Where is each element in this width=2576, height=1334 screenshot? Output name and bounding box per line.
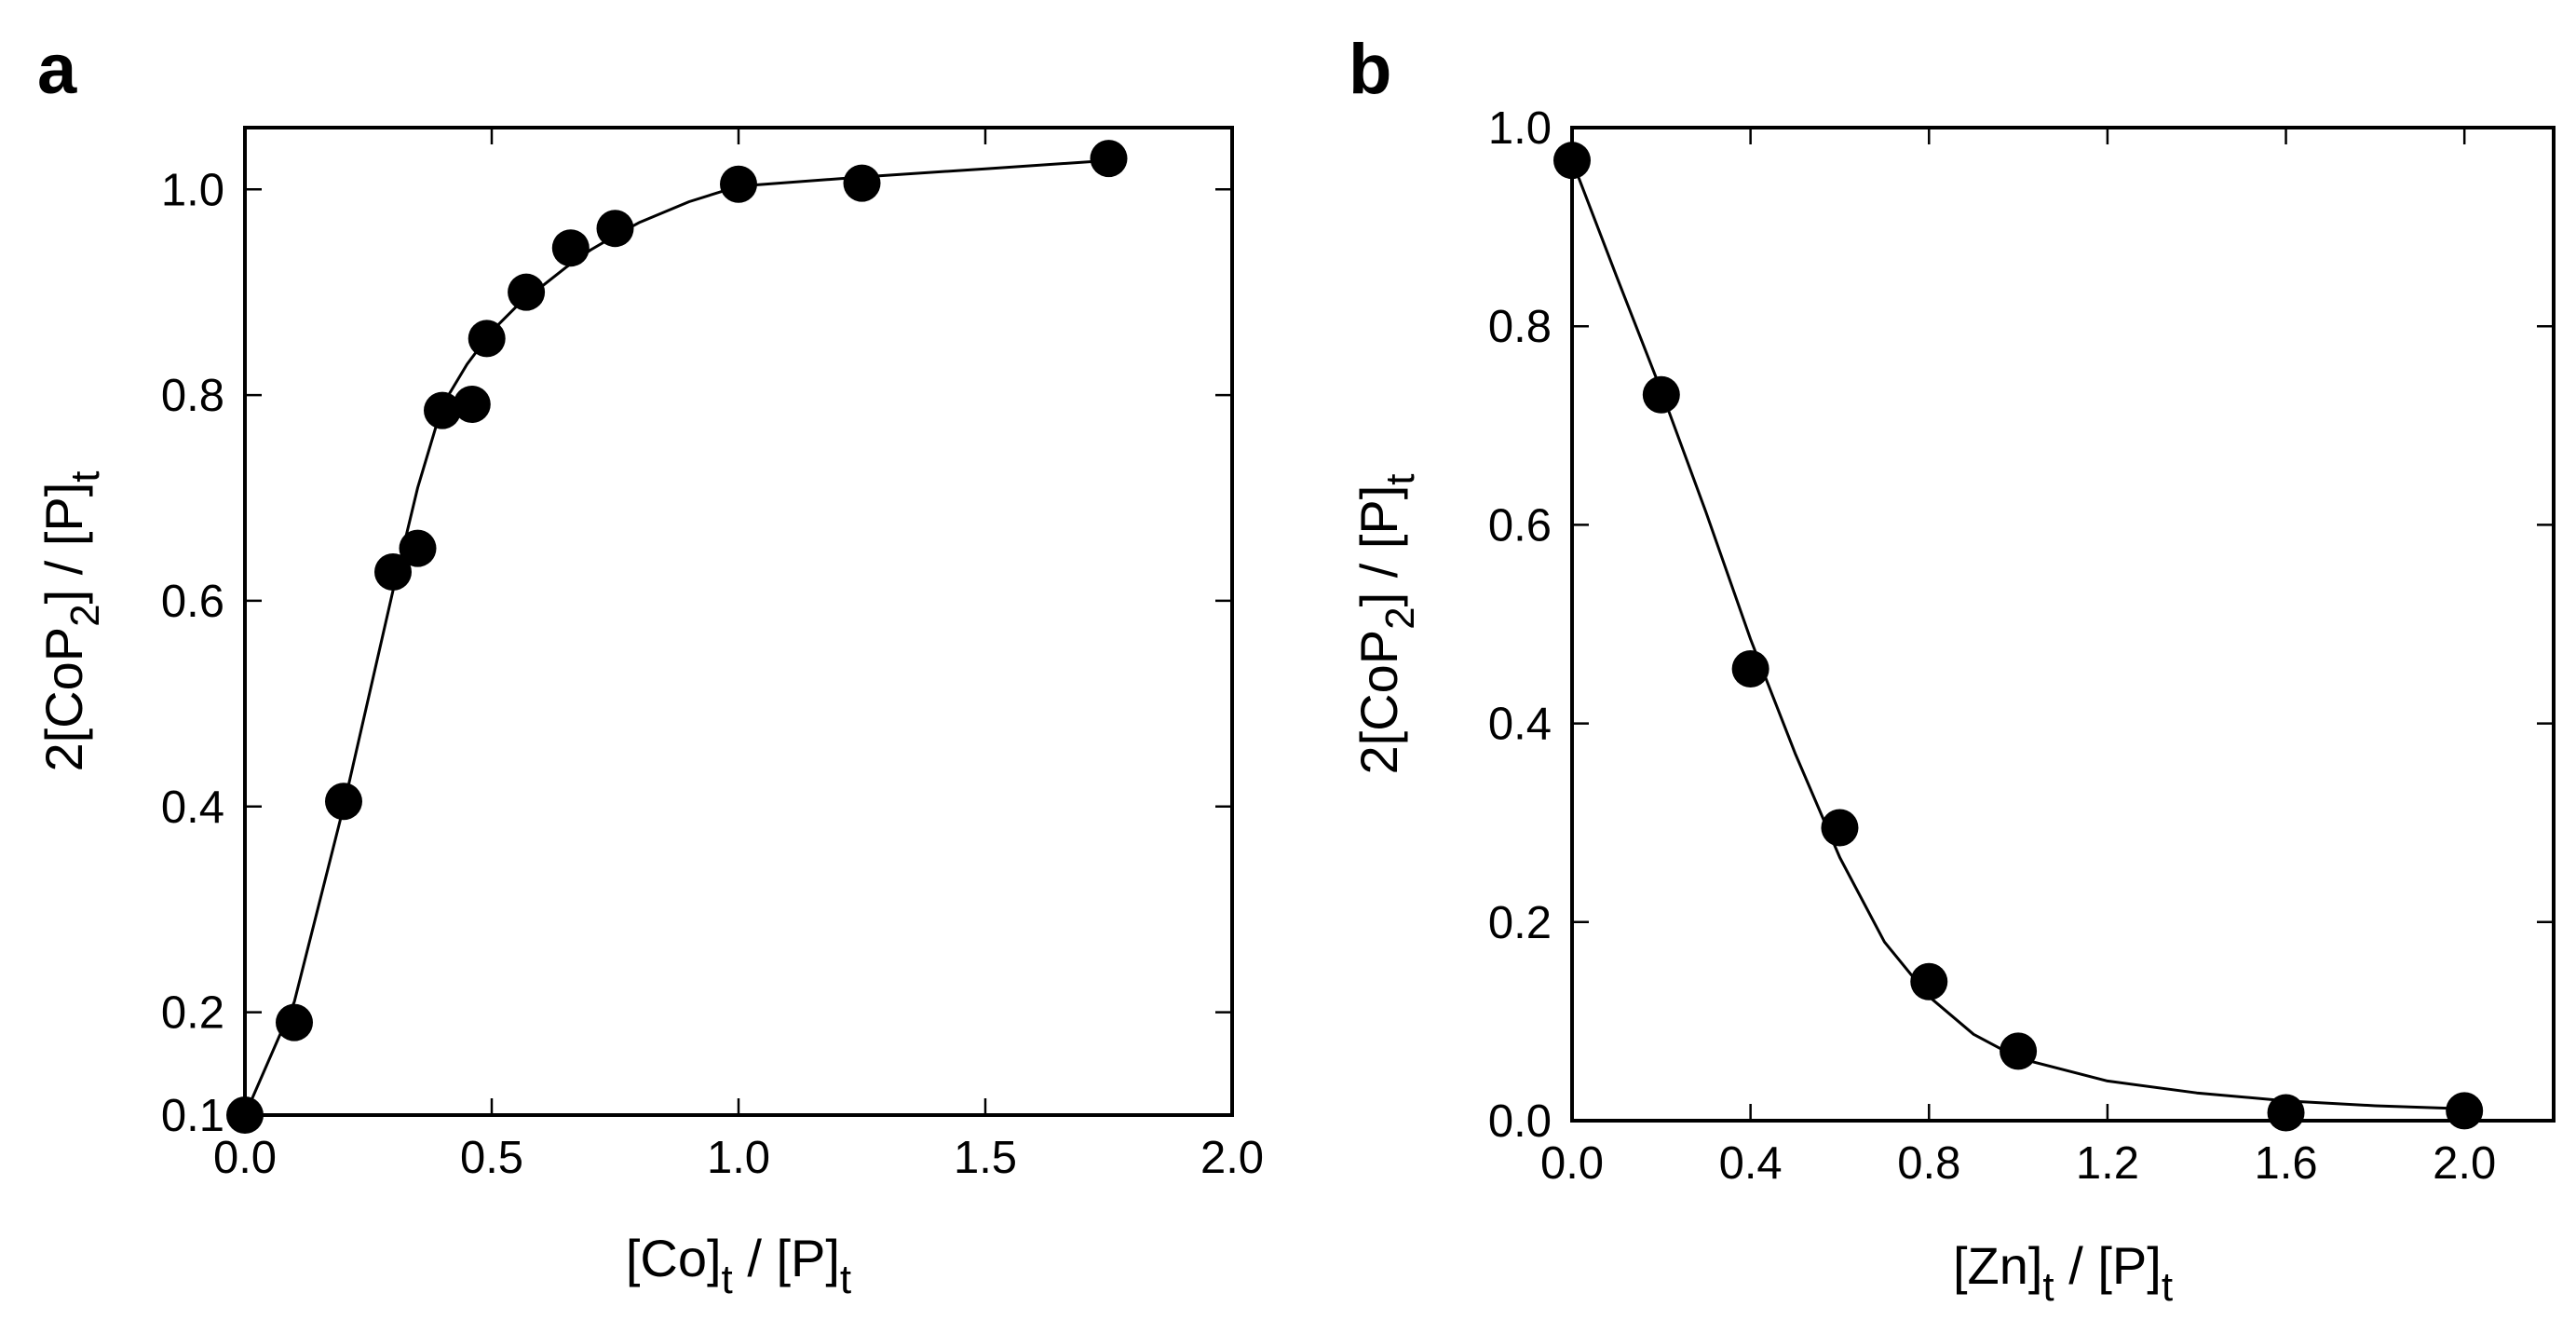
data-point [453,386,491,424]
fit-curve [243,158,1109,1116]
data-point [720,165,757,203]
y-axis-label: 2[CoP2] / [P]t [34,470,108,771]
y-tick-label: 0.4 [161,783,224,833]
y-tick-label: 1.0 [161,165,224,215]
y-tick-label: 0.4 [1488,700,1552,750]
data-point [276,1003,313,1041]
chart-panel-b: 0.0 0.4 0.8 1.2 1.6 2.0 0.0 0.2 0.4 0.6 0.8 1.0 [Zn]… [1349,103,2556,1310]
data-point [1731,649,1769,687]
fit-curve [1570,159,2465,1110]
data-point [508,273,546,311]
data-point [424,391,461,429]
data-point [399,529,437,567]
data-point [2446,1092,2484,1130]
x-tick-label: 2.0 [2433,1138,2496,1189]
data-point [1642,375,1680,414]
data-point [2267,1094,2305,1132]
x-tick-label: 2.0 [1200,1133,1264,1183]
y-tick-label: 1.0 [1488,103,1552,154]
data-point [226,1096,264,1134]
plot-frame [1570,126,2556,1123]
data-point [1821,809,1859,847]
data-point [1553,142,1591,180]
x-tick-label: 1.0 [707,1133,770,1183]
data-point [468,320,506,358]
data-point [2000,1032,2038,1070]
x-tick-label: 0.5 [460,1133,523,1183]
x-tick-label: 0.0 [1540,1138,1604,1189]
x-tick-label: 0.8 [1897,1138,1960,1189]
y-axis-label: 2[CoP2] / [P]t [1349,473,1423,774]
x-tick-label: 0.0 [213,1133,277,1183]
y-tick-label: 0.2 [1488,898,1552,948]
y-tick-label: 0.8 [161,371,224,421]
data-point [551,229,590,267]
y-tick-label: 0.6 [1488,500,1552,551]
x-tick-label: 1.5 [954,1133,1017,1183]
x-axis-label: [Co]t / [P]t [626,1229,851,1302]
plot-frame [243,126,1234,1117]
data-point [374,553,412,591]
chart-panel-a: 0.0 0.5 1.0 1.5 2.0 0.1 0.2 0.4 0.6 0.8 1.0 [Co]t /… [34,126,1264,1302]
y-tick-label: 0.0 [1488,1096,1552,1147]
data-point [325,783,362,821]
x-tick-label: 0.4 [1719,1138,1783,1189]
data-point [1090,140,1128,178]
y-tick-label: 0.6 [161,577,224,627]
data-point [1910,962,1948,1000]
panel-label-b: b [1349,30,1391,109]
data-point [843,164,881,202]
y-tick-label: 0.1 [161,1091,224,1141]
data-point [596,210,634,248]
panel-label-a: a [37,30,77,109]
x-axis-label: [Zn]t / [P]t [1953,1236,2173,1310]
x-tick-label: 1.6 [2254,1138,2317,1189]
y-tick-label: 0.8 [1488,302,1552,352]
x-tick-label: 1.2 [2076,1138,2139,1189]
y-tick-label: 0.2 [161,988,224,1039]
